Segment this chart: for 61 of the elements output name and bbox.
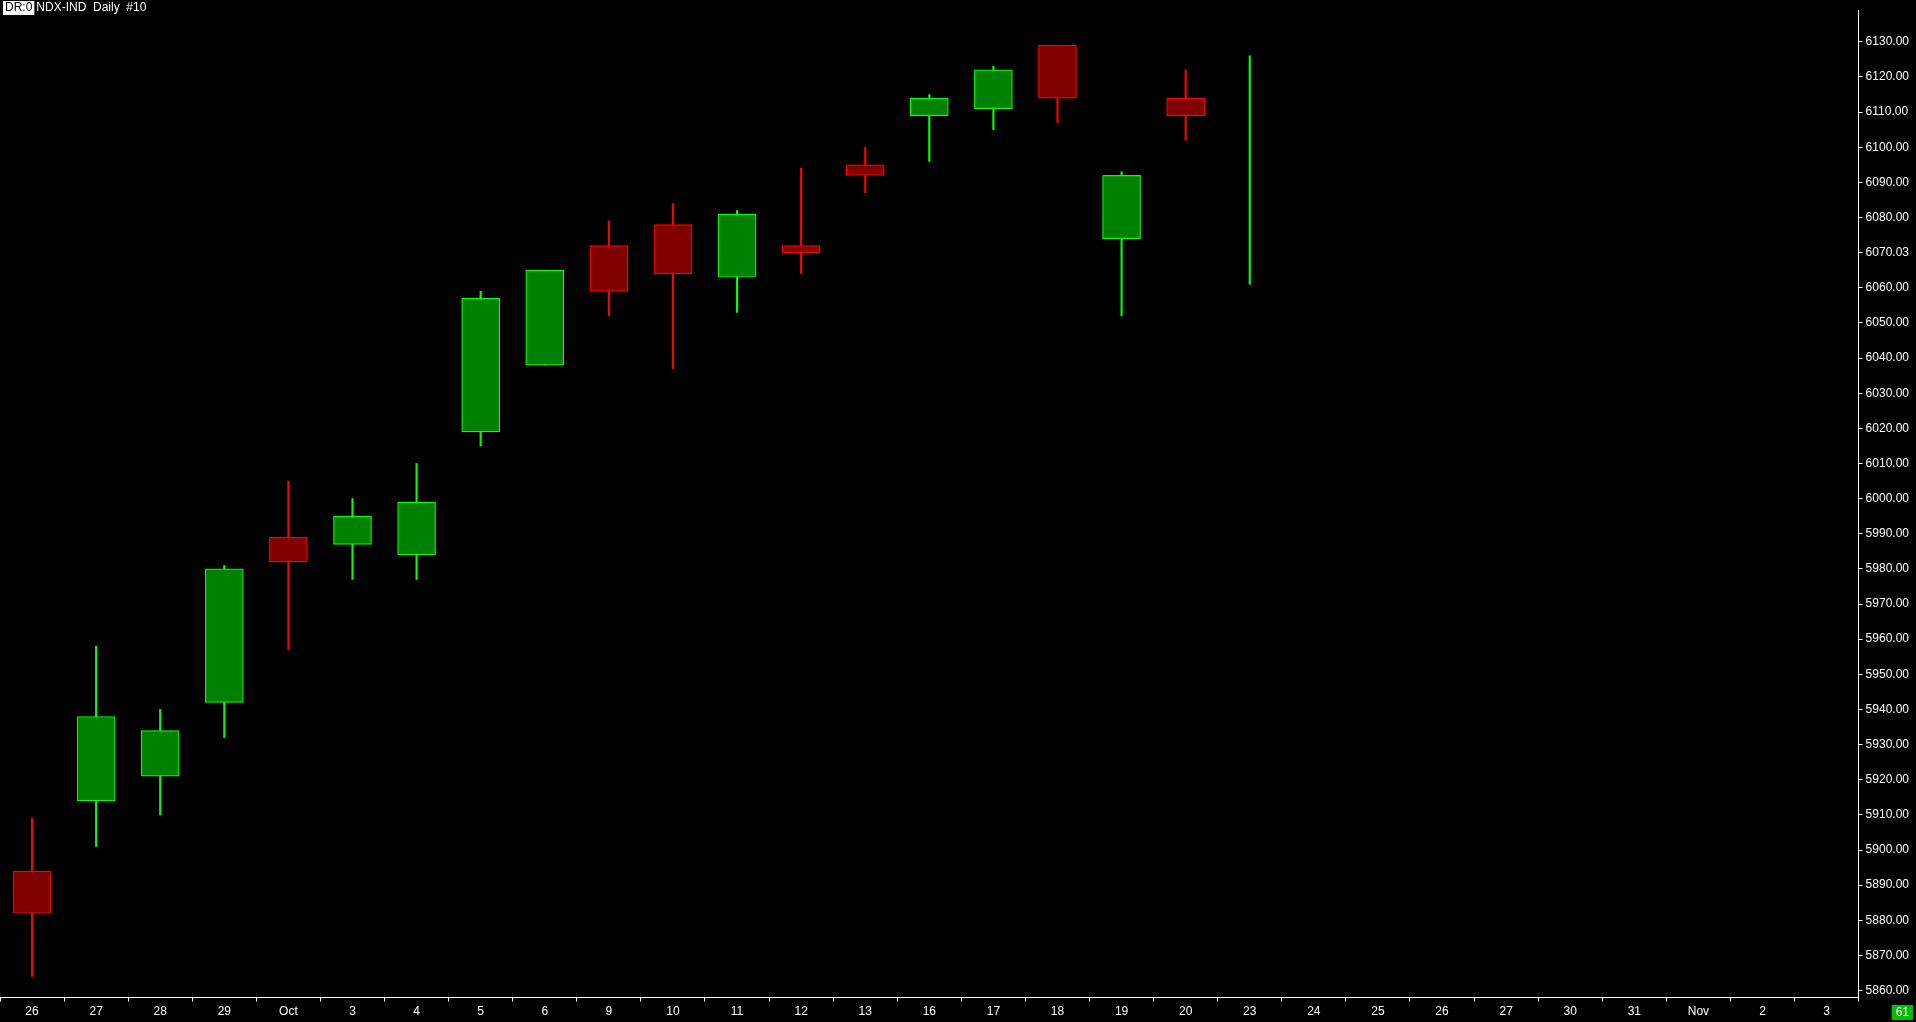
y-tick-label: 5860.00 (1865, 982, 1910, 997)
x-tick-label: 28 (153, 1004, 168, 1019)
y-tick-label: 6010.00 (1865, 455, 1910, 470)
candlestick (333, 498, 372, 580)
x-tick-label: 27 (89, 1004, 104, 1019)
x-tick-label: 30 (1563, 1004, 1578, 1019)
x-tick-label: 5 (477, 1004, 485, 1019)
x-tick-label: 25 (1371, 1004, 1385, 1019)
y-tick-label: 6130.00 (1865, 34, 1910, 49)
chart-title: NDX-IND Daily #10 (36, 0, 147, 15)
x-tick-label: 12 (794, 1004, 809, 1019)
y-tick-label: 6090.00 (1865, 174, 1910, 189)
y-tick-label: 6020.00 (1865, 420, 1910, 435)
x-tick-label: 29 (217, 1004, 232, 1019)
x-tick-label: 3 (349, 1004, 357, 1019)
x-tick-label: Nov (1687, 1004, 1710, 1019)
y-tick-label: 6050.00 (1865, 315, 1910, 330)
x-tick-label: 26 (25, 1004, 40, 1019)
x-tick-label: 31 (1627, 1004, 1642, 1019)
x-tick-label: 6 (541, 1004, 549, 1019)
x-tick-label: 23 (1243, 1004, 1257, 1019)
y-tick-label: 6110.00 (1865, 104, 1909, 119)
x-tick-label: 10 (666, 1004, 680, 1019)
x-tick-label: 16 (922, 1004, 937, 1019)
y-tick-label: 5990.00 (1865, 526, 1910, 541)
y-tick-label: 6120.00 (1865, 69, 1910, 84)
y-tick-label: 5890.00 (1865, 877, 1910, 892)
x-tick-label: 11 (730, 1004, 744, 1019)
y-tick-label: 5880.00 (1865, 912, 1910, 927)
x-tick-label: 3 (1823, 1004, 1831, 1019)
y-tick-label: 6040.00 (1865, 350, 1910, 365)
y-tick-label: 6070.03 (1865, 244, 1910, 259)
y-tick-label: 5920.00 (1865, 772, 1910, 787)
y-tick-label: 5910.00 (1865, 807, 1910, 822)
y-tick-label: 5970.00 (1865, 596, 1910, 611)
y-tick-label: 5930.00 (1865, 736, 1910, 751)
x-tick-label: 19 (1114, 1004, 1129, 1019)
annotation: DR:0 (5, 0, 33, 15)
x-tick-label: 24 (1307, 1004, 1321, 1019)
y-tick-label: 5960.00 (1865, 631, 1910, 646)
x-tick-label: 4 (413, 1004, 421, 1019)
y-tick-label: 5900.00 (1865, 842, 1910, 857)
y-tick-label: 5950.00 (1865, 666, 1910, 681)
y-tick-label: 5940.00 (1865, 701, 1910, 716)
x-tick-label: 26 (1435, 1004, 1450, 1019)
x-tick-label: 20 (1178, 1004, 1193, 1019)
y-tick-label: 6060.00 (1865, 280, 1910, 295)
x-tick-label: Oct (279, 1004, 299, 1019)
y-tick-label: 6080.00 (1865, 209, 1910, 224)
text: 61 (1895, 1005, 1910, 1020)
x-tick-label: 27 (1499, 1004, 1514, 1019)
x-tick-label: 13 (858, 1004, 873, 1019)
y-tick-label: 6100.00 (1865, 139, 1910, 154)
x-tick-label: 18 (1050, 1004, 1065, 1019)
y-tick-label: 6000.00 (1865, 490, 1910, 505)
x-tick-label: 17 (986, 1004, 1001, 1019)
y-tick-label: 6030.00 (1865, 385, 1910, 400)
y-tick-label: 5870.00 (1865, 947, 1910, 962)
x-tick-label: 9 (605, 1004, 613, 1019)
x-tick-label: 2 (1759, 1004, 1767, 1019)
y-tick-label: 5980.00 (1865, 561, 1910, 576)
